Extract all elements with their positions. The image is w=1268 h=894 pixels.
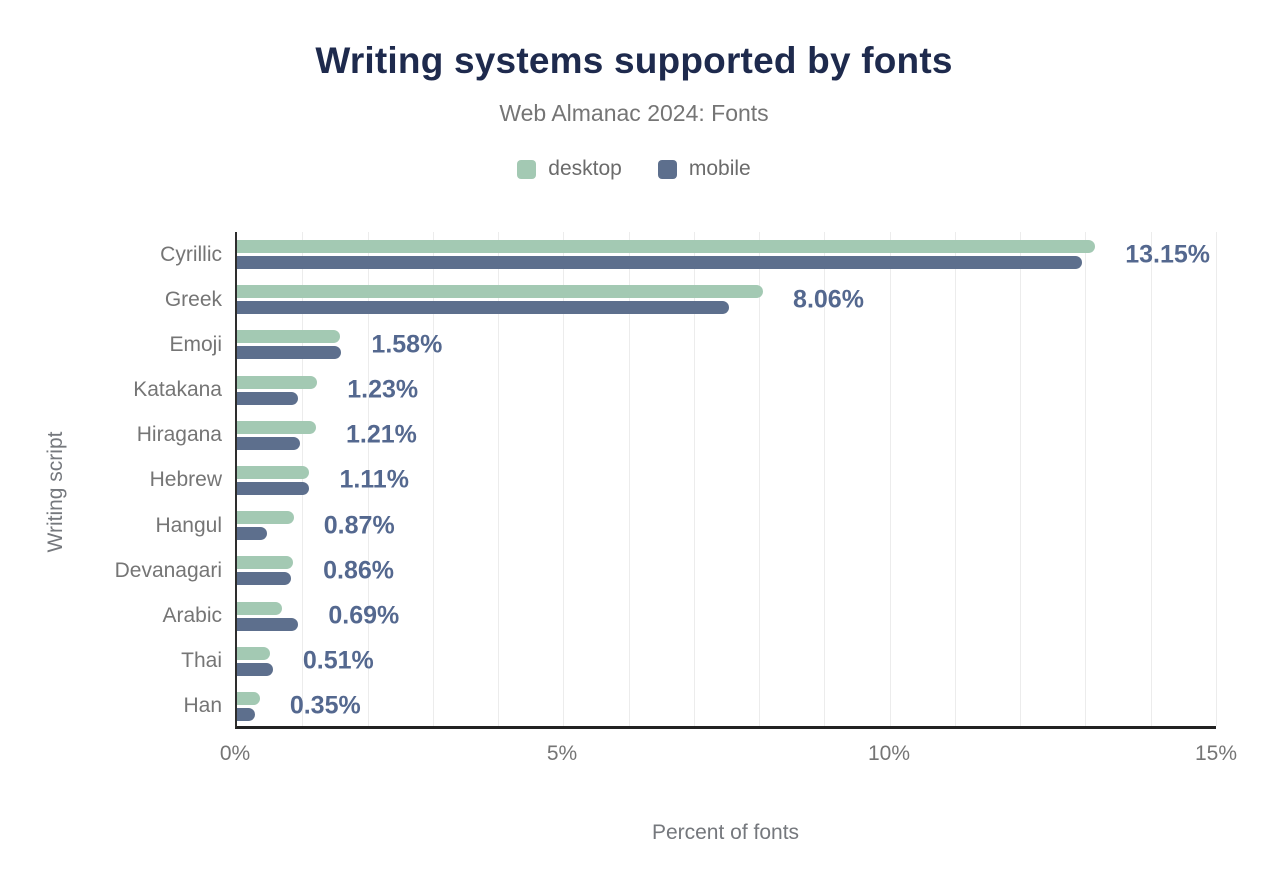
value-label: 0.86% (323, 556, 395, 585)
x-axis-title: Percent of fonts (651, 821, 800, 844)
bar-row-hiragana: Hiragana 1.21% (137, 413, 1216, 458)
value-label: 0.51% (302, 646, 374, 675)
gridline (1150, 232, 1152, 726)
value-label: 13.15% (1125, 240, 1211, 269)
desktop-bar (237, 511, 294, 525)
legend-item-mobile: mobile (657, 157, 751, 181)
desktop-bar (237, 601, 283, 615)
gridline (628, 232, 630, 726)
category-label: Hiragana (136, 423, 222, 447)
gridline (759, 232, 761, 726)
gridline (302, 232, 304, 726)
legend: desktop mobile (0, 157, 1268, 181)
mobile-bar (237, 391, 299, 405)
chart-title: Writing systems supported by fonts (315, 40, 953, 81)
mobile-bar (237, 527, 268, 541)
mobile-bar (237, 481, 309, 495)
y-axis-title: Writing script (44, 431, 67, 553)
gridline (1216, 232, 1217, 726)
category-label: Devanagari (114, 558, 222, 582)
bar-row-cyrillic: Cyrillic 13.15% (160, 232, 1216, 277)
desktop-bar (237, 375, 318, 389)
x-tick-label: 15% (1194, 742, 1238, 765)
value-label: 1.21% (345, 420, 417, 449)
desktop-bar (237, 556, 294, 570)
mobile-bar (237, 436, 300, 450)
category-label: Thai (181, 649, 222, 673)
category-label: Hebrew (149, 468, 222, 492)
plot-area: Cyrillic 13.15% Greek 8.06% Emoji 1.58% Kataka… (115, 232, 1217, 729)
gridline (693, 232, 695, 726)
bar-row-thai: Thai 0.51% (181, 639, 1216, 684)
category-label: Arabic (162, 604, 222, 628)
gridline (432, 232, 434, 726)
bar-row-arabic: Arabic 0.69% (162, 593, 1216, 638)
gridline (954, 232, 956, 726)
bar-row-han: Han 0.35% (183, 684, 1216, 729)
legend-item-desktop: desktop (517, 157, 622, 181)
mobile-bar (237, 707, 256, 721)
bar-row-hangul: Hangul 0.87% (155, 503, 1216, 548)
category-label: Katakana (133, 378, 222, 402)
bar-row-devanagari: Devanagari 0.86% (115, 548, 1216, 593)
value-label: 0.69% (328, 601, 400, 630)
value-label: 0.87% (323, 511, 395, 540)
gridline (367, 232, 369, 726)
bar-row-greek: Greek 8.06% (165, 277, 1216, 322)
mobile-bar (237, 346, 342, 360)
category-label: Cyrillic (160, 242, 222, 266)
gridline (1020, 232, 1022, 726)
desktop-bar (237, 240, 1096, 254)
category-label: Han (183, 694, 222, 718)
legend-label-desktop: desktop (548, 157, 622, 180)
value-label: 0.35% (289, 691, 361, 720)
mobile-swatch-icon (657, 159, 677, 179)
mobile-bar (237, 301, 730, 315)
mobile-bar (237, 256, 1083, 270)
desktop-bar (237, 330, 341, 344)
gridline (824, 232, 826, 726)
desktop-bar (237, 420, 316, 434)
desktop-bar (237, 691, 260, 705)
value-label: 1.58% (371, 330, 443, 359)
x-tick-label: 10% (867, 742, 911, 765)
desktop-bar (237, 285, 764, 299)
bar-row-emoji: Emoji 1.58% (169, 322, 1216, 367)
bar-row-hebrew: Hebrew 1.11% (150, 458, 1216, 503)
desktop-swatch-icon (517, 159, 537, 179)
gridline (1085, 232, 1087, 726)
x-tick-label: 5% (546, 742, 578, 765)
gridline (498, 232, 500, 726)
mobile-bar (237, 572, 291, 586)
category-label: Emoji (169, 332, 222, 356)
desktop-bar (237, 646, 271, 660)
value-label: 1.23% (347, 375, 419, 404)
bar-row-katakana: Katakana 1.23% (133, 368, 1216, 413)
value-label: 1.11% (339, 465, 409, 494)
gridline (563, 232, 565, 726)
x-tick-label: 0% (219, 742, 251, 765)
category-label: Hangul (155, 513, 222, 537)
mobile-bar (237, 617, 299, 631)
chart-subtitle: Web Almanac 2024: Fonts (499, 100, 769, 126)
value-label: 8.06% (793, 285, 864, 314)
gridline (889, 232, 891, 726)
mobile-bar (237, 662, 273, 676)
legend-label-mobile: mobile (688, 157, 751, 180)
category-label: Greek (164, 287, 222, 311)
desktop-bar (237, 465, 310, 479)
